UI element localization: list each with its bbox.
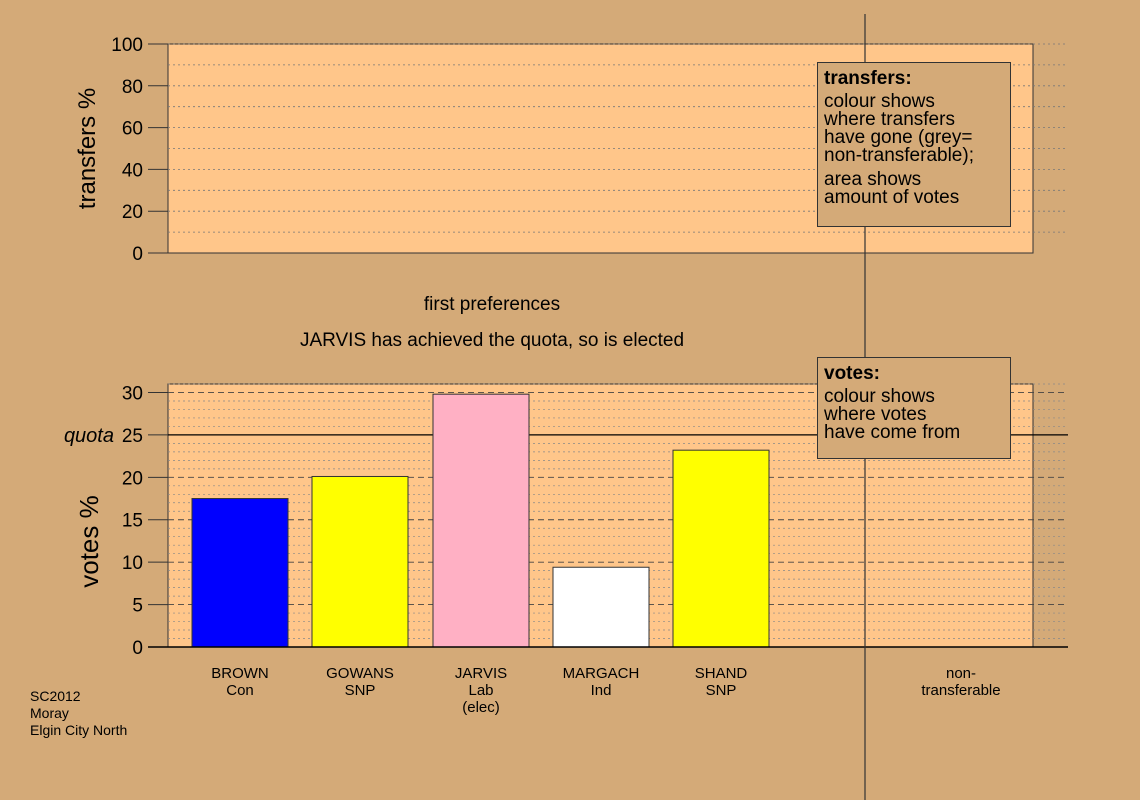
footer: SC2012 Moray Elgin City North — [30, 688, 127, 739]
y-tick-label: 80 — [122, 77, 143, 98]
bar — [191, 498, 289, 648]
footer-line: SC2012 — [30, 688, 81, 704]
y-tick-label: 20 — [122, 468, 143, 489]
votes-legend: votes: colour shows where votes have com… — [817, 357, 1011, 459]
category-label: SHAND SNP — [695, 665, 748, 699]
transfers-legend-line: have gone (grey= — [824, 127, 973, 148]
transfers-legend-line: amount of votes — [824, 187, 960, 208]
category-label: BROWN Con — [211, 665, 269, 699]
bar — [432, 393, 530, 648]
y-tick-label: 0 — [132, 244, 143, 265]
y-tick-label: 30 — [122, 383, 143, 404]
y-axis-label: votes % — [74, 495, 104, 588]
category-label: MARGACH Ind — [563, 665, 640, 699]
votes-chart: 0 5 10 15 20 25 30 quota votes % — [64, 383, 1068, 659]
footer-line: Elgin City North — [30, 722, 128, 738]
y-tick-label: 10 — [122, 553, 143, 574]
votes-legend-title: votes: — [824, 363, 880, 384]
votes-legend-line: where votes — [824, 404, 927, 425]
category-label: JARVIS Lab (elec) — [455, 665, 507, 716]
transfers-legend-line: colour shows — [824, 91, 935, 112]
y-tick-label: 100 — [111, 35, 143, 56]
y-tick-label: 60 — [122, 119, 143, 140]
bar — [311, 475, 409, 648]
y-tick-label: 0 — [132, 638, 143, 659]
transfers-legend: transfers: colour shows where transfers … — [817, 62, 1011, 227]
transfers-legend-line: where transfers — [824, 109, 955, 130]
transfers-legend-line: area shows — [824, 169, 922, 190]
y-axis-label: transfers % — [74, 88, 101, 209]
category-label: GOWANS SNP — [326, 665, 394, 699]
votes-legend-line: colour shows — [824, 386, 935, 407]
result-message: JARVIS has achieved the quota, so is ele… — [300, 330, 684, 351]
quota-label: quota — [64, 425, 114, 447]
transfers-legend-title: transfers: — [824, 68, 912, 89]
transfers-legend-line: non-transferable); — [824, 145, 974, 166]
bar — [672, 449, 770, 648]
stage-label: first preferences — [424, 294, 560, 315]
y-tick-label: 20 — [122, 202, 143, 223]
votes-legend-line: have come from — [824, 422, 961, 443]
y-tick-label: 25 — [122, 426, 143, 447]
footer-line: Moray — [30, 705, 69, 721]
category-labels: BROWN Con GOWANS SNP JARVIS Lab (elec) MARGACH I… — [211, 665, 1000, 716]
y-tick-label: 5 — [132, 596, 143, 617]
bar — [552, 566, 650, 648]
category-label: non-transferable — [921, 665, 1000, 699]
y-tick-label: 15 — [122, 511, 143, 532]
y-tick-label: 40 — [122, 160, 143, 181]
